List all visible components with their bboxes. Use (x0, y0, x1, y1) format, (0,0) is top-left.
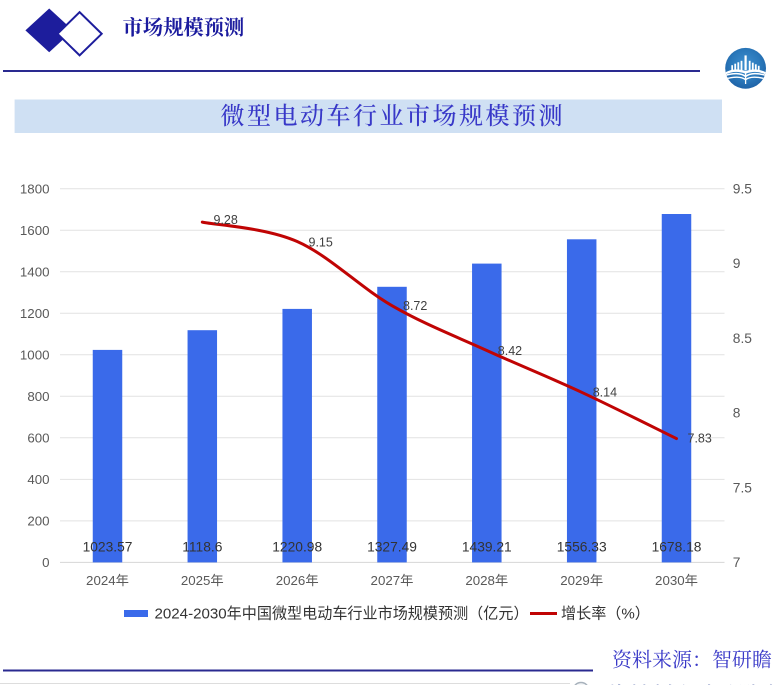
svg-text:2024-2030年中国微型电动车行业市场规模预测（亿元）: 2024-2030年中国微型电动车行业市场规模预测（亿元） (155, 606, 529, 623)
svg-text:1200: 1200 (20, 306, 50, 321)
svg-text:7.83: 7.83 (688, 432, 712, 446)
svg-text:2024年: 2024年 (86, 573, 129, 588)
svg-text:9.5: 9.5 (733, 181, 753, 196)
svg-text:1800: 1800 (20, 181, 50, 196)
svg-text:资料来源：智研瞻: 资料来源：智研瞻 (612, 649, 772, 672)
svg-text:增长率（%）: 增长率（%） (561, 606, 650, 623)
svg-text:800: 800 (27, 389, 49, 404)
svg-text:8.42: 8.42 (498, 344, 522, 358)
svg-text:微型电动车行业市场规模预测: 微型电动车行业市场规模预测 (221, 103, 566, 130)
svg-text:1556.33: 1556.33 (557, 540, 607, 555)
svg-text:1600: 1600 (20, 223, 50, 238)
svg-text:市场规模预测: 市场规模预测 (123, 17, 245, 40)
svg-text:2030年: 2030年 (655, 573, 698, 588)
svg-text:9.15: 9.15 (309, 236, 333, 250)
svg-text:8.5: 8.5 (733, 331, 753, 346)
svg-text:8.14: 8.14 (593, 386, 617, 400)
svg-text:8: 8 (733, 406, 741, 421)
svg-text:200: 200 (27, 514, 49, 529)
svg-text:9: 9 (733, 256, 741, 271)
svg-text:9.28: 9.28 (214, 213, 238, 227)
svg-text:8.72: 8.72 (403, 299, 427, 313)
svg-text:1439.21: 1439.21 (462, 540, 512, 555)
svg-text:2028年: 2028年 (465, 573, 508, 588)
svg-text:1118.6: 1118.6 (182, 540, 222, 555)
svg-text:7.5: 7.5 (733, 480, 753, 495)
svg-text:1678.18: 1678.18 (652, 540, 702, 555)
svg-text:2029年: 2029年 (560, 573, 603, 588)
svg-text:1220.98: 1220.98 (272, 540, 322, 555)
svg-text:2027年: 2027年 (371, 573, 414, 588)
svg-text:2025年: 2025年 (181, 573, 224, 588)
svg-text:0: 0 (42, 555, 49, 570)
svg-text:7: 7 (733, 555, 741, 570)
svg-text:600: 600 (27, 431, 49, 446)
svg-text:400: 400 (27, 472, 49, 487)
svg-text:1400: 1400 (20, 264, 50, 279)
svg-text:1327.49: 1327.49 (367, 540, 417, 555)
svg-text:1023.57: 1023.57 (83, 540, 133, 555)
svg-text:2026年: 2026年 (276, 573, 319, 588)
svg-text:资料来源：智研瞻产业: 资料来源：智研瞻产业 (610, 683, 782, 685)
svg-text:1000: 1000 (20, 348, 50, 363)
